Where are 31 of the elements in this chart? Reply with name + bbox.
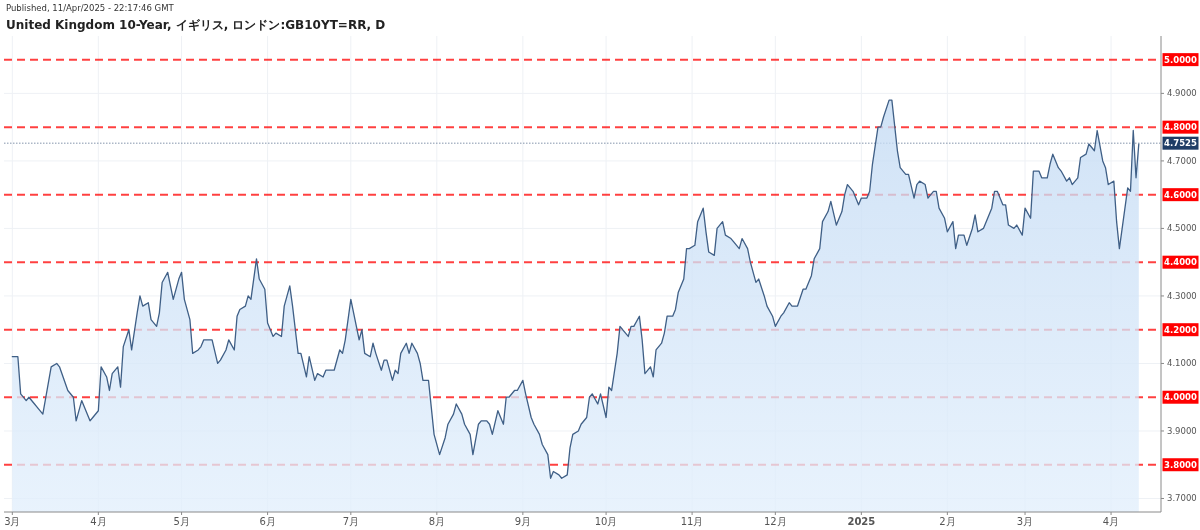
- ref-line-label: 4.8000: [1162, 120, 1199, 134]
- ref-line-label: 5.0000: [1162, 53, 1199, 67]
- x-tick-label: 5月: [173, 516, 190, 527]
- title: United Kingdom 10-Year, イギリス, ロンドン:GB10YT=RR, D: [6, 18, 386, 32]
- x-tick-label: 11月: [680, 516, 704, 527]
- annotation: Published, 11/Apr/2025 - 22:17:46 GMT: [6, 3, 174, 13]
- x-tick-label: 9月: [514, 516, 532, 527]
- x-tick-label: 2025: [847, 516, 876, 527]
- x-tick-label: 12月: [763, 516, 787, 527]
- ref-line-label: 4.0000: [1162, 390, 1199, 404]
- y-tick-label: 4.1000: [1167, 358, 1197, 369]
- x-tick-label: 7月: [342, 516, 359, 527]
- y-tick-label: 4.5000: [1167, 223, 1197, 234]
- y-tick-label: 4.3000: [1167, 290, 1197, 301]
- x-tick-label: 3月: [4, 516, 21, 527]
- x-tick-label: 2月: [939, 516, 956, 527]
- ref-line-label: 4.4000: [1162, 255, 1199, 269]
- x-tick-label: 8月: [428, 516, 445, 527]
- y-tick-label: 3.7000: [1167, 493, 1197, 504]
- y-tick-label: 3.9000: [1167, 426, 1197, 436]
- x-tick-label: 10月: [594, 516, 618, 527]
- y-tick-label: 4.7000: [1167, 155, 1197, 166]
- ref-line-label: 4.6000: [1162, 188, 1199, 202]
- ref-line-label: 3.8000: [1162, 458, 1199, 472]
- x-tick-label: 3月: [1016, 516, 1034, 527]
- x-tick-label: 4月: [1102, 516, 1120, 527]
- x-tick-label: 4月: [90, 516, 107, 527]
- ref-line-label: 4.2000: [1162, 323, 1199, 337]
- ref-line-label: 4.7525: [1162, 136, 1199, 150]
- x-tick-label: 6月: [259, 516, 276, 527]
- y-tick-label: 4.9000: [1167, 88, 1197, 99]
